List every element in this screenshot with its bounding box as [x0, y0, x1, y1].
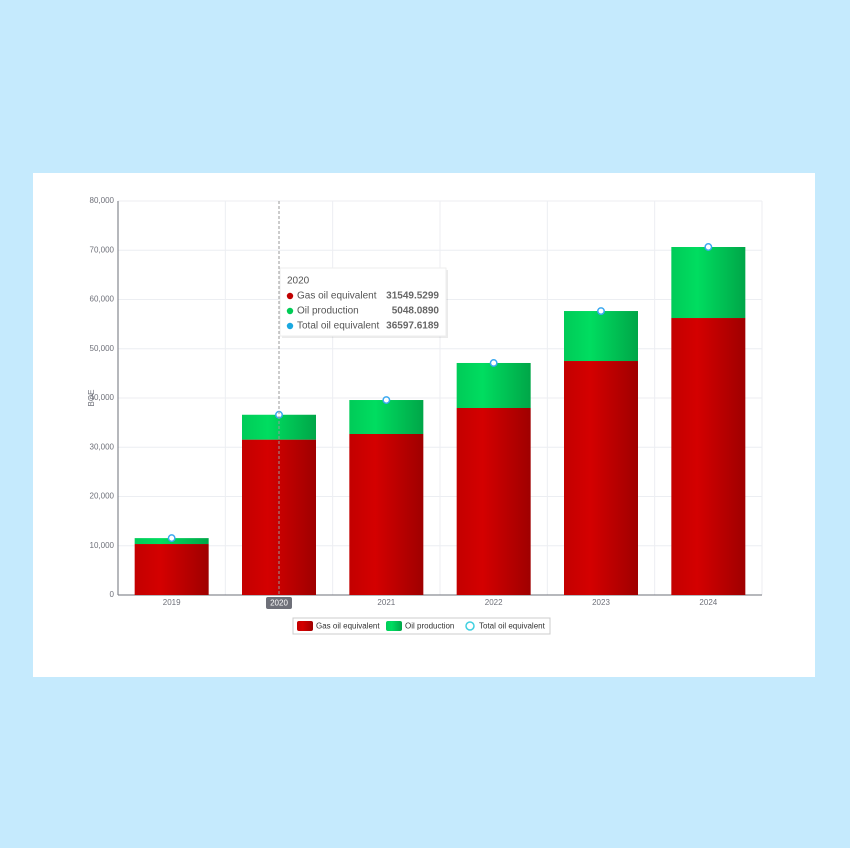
legend-frame — [292, 617, 551, 635]
x-tick-label: 2022 — [485, 598, 503, 607]
point — [597, 307, 605, 315]
axis-pointer-label-bg — [266, 597, 292, 609]
x-tick-label: 2024 — [699, 598, 717, 607]
tooltip-series-name: Oil production — [297, 306, 359, 317]
y-tick-label: 10,000 — [90, 541, 115, 550]
point — [489, 359, 498, 367]
tooltip-dot — [286, 292, 294, 300]
tooltip-dot — [286, 322, 294, 330]
legend-swatch — [465, 621, 475, 631]
tooltip-title: 2020 — [287, 276, 310, 287]
x-tick-label: 2023 — [592, 598, 610, 607]
y-axis-label: BOE — [87, 390, 96, 407]
bar-segment — [349, 400, 424, 435]
y-tick-label: 40,000 — [90, 393, 115, 402]
y-tick-label: 0 — [110, 590, 115, 599]
bar-segment — [564, 311, 638, 362]
legend: Gas oil equivalent Oil production Total oi… — [292, 617, 551, 635]
tooltip-value: 5048.0890 — [392, 306, 440, 317]
legend-label: Oil production — [405, 622, 454, 631]
y-tick-label: 20,000 — [90, 492, 115, 501]
bar-segment — [456, 362, 531, 408]
x-tick-label: 2021 — [377, 598, 395, 607]
y-tick-label: 50,000 — [90, 344, 115, 353]
bar-segment — [456, 407, 531, 595]
y-tick-label: 60,000 — [90, 295, 115, 304]
y-tick-label: 80,000 — [90, 196, 115, 205]
bar-segment — [564, 361, 638, 595]
point — [167, 534, 176, 543]
tooltip-value: 36597.6189 — [386, 321, 439, 332]
y-tick-label: 70,000 — [90, 245, 115, 254]
bar-segment — [134, 544, 209, 595]
legend-swatch — [386, 621, 402, 631]
x-tick-label: 2019 — [163, 598, 181, 607]
tooltip-series-name: Total oil equivalent — [297, 321, 379, 332]
tooltip: 2020 Gas oil equivalent 31549.5299 Oil prod… — [279, 267, 448, 338]
legend-label: Gas oil equivalent — [316, 622, 380, 631]
legend-label: Total oil equivalent — [479, 622, 546, 631]
legend-swatch — [297, 621, 313, 631]
tooltip-series-name: Gas oil equivalent — [297, 291, 377, 302]
tooltip-value: 31549.5299 — [386, 291, 439, 302]
tooltip-box — [279, 267, 447, 337]
x-tick-label: 2020 — [270, 599, 288, 608]
y-tick-label: 30,000 — [90, 442, 115, 451]
bar-segment — [671, 246, 746, 319]
bar-segment — [671, 318, 746, 595]
point — [704, 243, 713, 251]
tooltip-dot — [286, 307, 294, 315]
point — [382, 396, 391, 404]
bar-segment — [349, 434, 424, 595]
